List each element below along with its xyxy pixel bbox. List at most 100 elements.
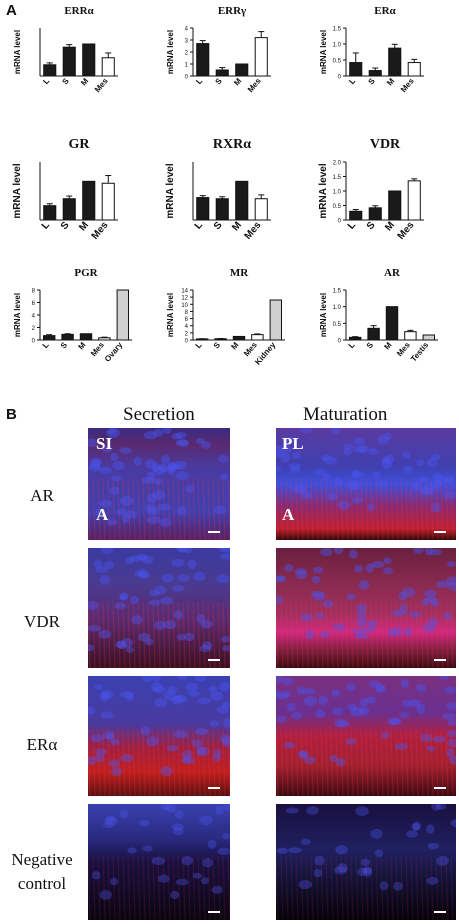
nucleus (175, 431, 187, 439)
nucleus (295, 570, 308, 580)
striation (395, 856, 399, 920)
bar-M (388, 47, 402, 77)
nucleus (173, 610, 184, 620)
y-tick-label: 1 (185, 63, 189, 69)
nucleus (298, 750, 309, 758)
bar-S (215, 198, 229, 221)
row-label-ar: AR (30, 486, 54, 505)
y-axis-label: mRNA level (13, 293, 22, 337)
striation (340, 856, 344, 920)
y-tick-label: 14 (181, 289, 188, 295)
striation (330, 478, 334, 540)
nucleus (368, 680, 381, 688)
striation (345, 601, 349, 668)
nucleus (176, 633, 187, 641)
bar-S (61, 333, 74, 341)
striation (385, 856, 389, 920)
nucleus (403, 465, 413, 474)
nucleus (422, 623, 436, 633)
x-tick-label: Ovary (103, 340, 125, 364)
nucleus (103, 731, 115, 740)
nucleus (151, 856, 166, 865)
bar-Mes (98, 337, 111, 341)
nucleus (426, 458, 438, 468)
striation (197, 729, 201, 796)
nucleus (195, 438, 205, 445)
striation (187, 478, 191, 540)
striation (430, 478, 434, 540)
nucleus (338, 720, 350, 728)
striation (315, 729, 319, 796)
striation (187, 729, 191, 796)
nucleus (285, 807, 299, 814)
nucleus (116, 508, 128, 516)
nucleus (109, 877, 119, 886)
chart-title: ERα (374, 5, 396, 17)
nucleus (436, 855, 449, 866)
nucleus (177, 574, 191, 582)
x-tick-label: Mes (93, 76, 110, 94)
y-axis-label: mRNA level (12, 163, 23, 218)
striation (112, 856, 116, 920)
striation (415, 856, 419, 920)
nucleus (183, 548, 193, 554)
nucleus (151, 462, 160, 472)
overlay-a-maturation: A (282, 505, 295, 524)
striation (152, 601, 156, 668)
chart-title: ERRγ (218, 5, 246, 17)
x-tick-label: Mes (243, 220, 264, 242)
nucleus (138, 568, 149, 579)
nucleus (296, 686, 306, 695)
striation (330, 729, 334, 796)
nucleus (165, 804, 177, 813)
nucleus (88, 756, 97, 766)
x-tick-label: L (41, 76, 51, 86)
nucleus (171, 823, 185, 831)
nucleus (393, 881, 403, 891)
bar-M (82, 43, 96, 77)
nucleus (160, 766, 173, 777)
striation (285, 729, 289, 796)
nucleus (345, 737, 357, 745)
nucleus (408, 611, 422, 618)
bar-L (349, 62, 363, 77)
nucleus (166, 462, 177, 472)
striation (430, 601, 434, 668)
nucleus (185, 682, 199, 692)
nucleus (212, 749, 222, 757)
nucleus (435, 580, 449, 589)
x-tick-label: S (59, 220, 72, 232)
nucleus (125, 646, 134, 653)
nucleus (141, 476, 154, 484)
striation (182, 856, 186, 920)
x-tick-label: L (346, 220, 358, 232)
bar-Mes (254, 198, 268, 221)
x-tick-label: Mes (396, 220, 417, 242)
nucleus (167, 461, 180, 471)
panel-b-label: B (6, 406, 17, 423)
nucleus (114, 602, 127, 609)
y-axis-label: mRNA level (319, 30, 328, 74)
nucleus (412, 821, 422, 831)
nucleus (161, 428, 172, 435)
y-tick-label: 6 (32, 301, 36, 307)
striation (350, 856, 354, 920)
nucleus (181, 855, 194, 866)
nucleus (130, 595, 139, 605)
tissue-background (276, 428, 456, 540)
chart-5: VDR mRNA level 0 0.5 1.0 1.5 2.0 L S M Mes (306, 130, 456, 255)
bar-Kidney (269, 299, 283, 341)
y-tick-label: 6 (185, 317, 189, 323)
chart-3: GR mRNA level L S M Mes (0, 130, 150, 255)
striation (365, 729, 369, 796)
x-tick-label: S (212, 220, 225, 232)
striation (202, 856, 206, 920)
nucleus (125, 510, 138, 519)
nucleus (94, 753, 105, 763)
striation (202, 478, 206, 540)
bar-S (368, 70, 382, 77)
chart-2: ERα mRNA level 0 0.5 1.0 1.5 L S M Mes (306, 0, 456, 125)
nucleus (221, 701, 230, 709)
micrograph-sec-era (88, 676, 230, 796)
